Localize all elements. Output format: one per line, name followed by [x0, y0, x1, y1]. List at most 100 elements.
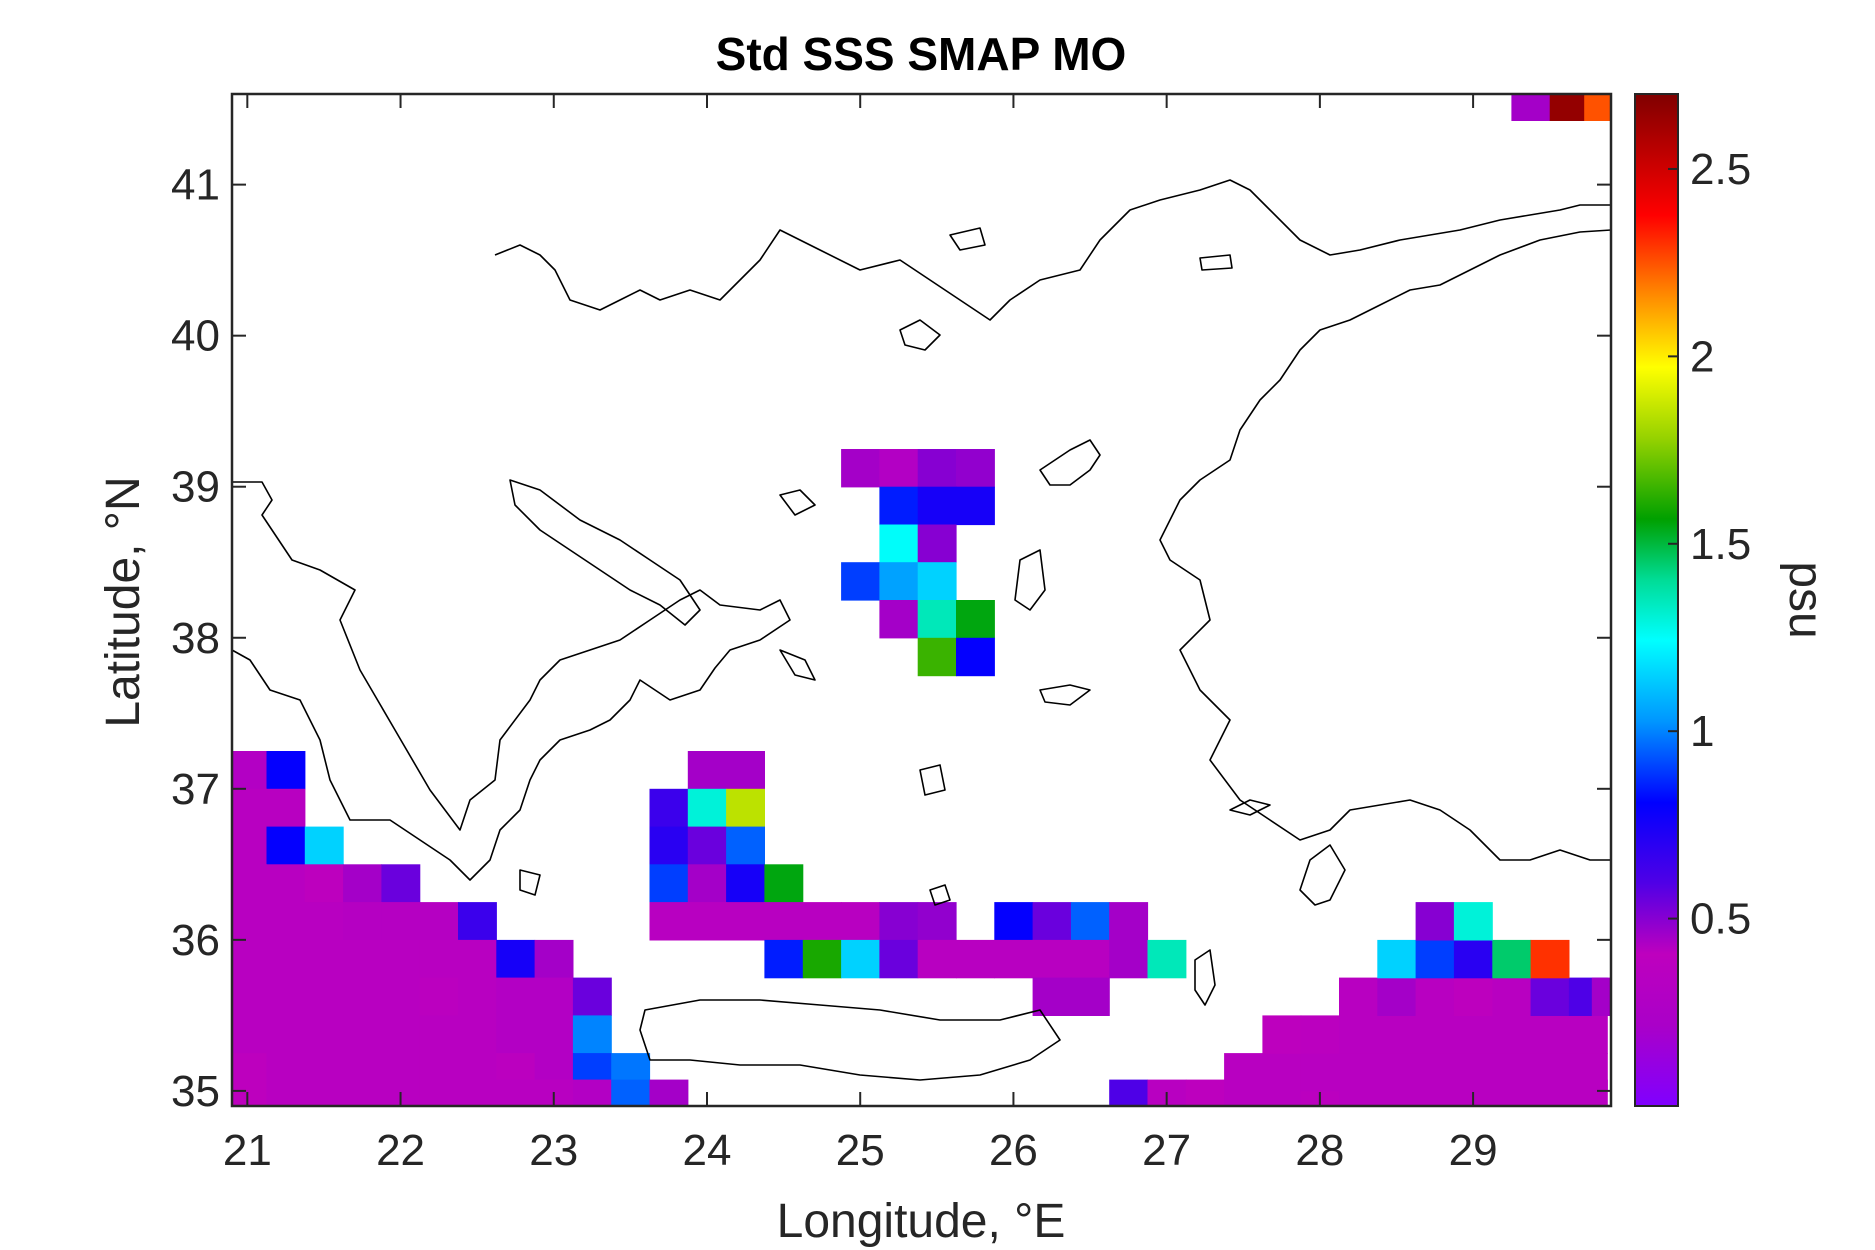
heatmap-cell: [649, 788, 689, 828]
heatmap-cell: [1453, 977, 1493, 1016]
heatmap-cell: [304, 864, 344, 903]
heatmap-cell: [1453, 939, 1493, 979]
heatmap-cell: [1415, 939, 1455, 979]
heatmap-cell: [232, 902, 268, 941]
heatmap-cell: [1377, 977, 1417, 1016]
heatmap-cell: [1415, 1015, 1455, 1054]
heatmap-cell: [649, 1079, 689, 1107]
x-tick-label: 29: [1449, 1126, 1498, 1175]
heatmap-cell: [764, 939, 804, 979]
heatmap-cell: [687, 826, 727, 865]
heatmap-cell: [1584, 94, 1612, 121]
heatmap-cell: [1109, 939, 1149, 979]
heatmap-cell: [1109, 1079, 1149, 1107]
colorbar: 0.5 1 1.5 2 2.5 psu: [1634, 93, 1832, 1107]
heatmap-cell: [1415, 902, 1455, 941]
x-tick-label: 23: [529, 1126, 578, 1175]
heatmap-cell: [1453, 1015, 1493, 1054]
heatmap-cell: [419, 939, 459, 979]
heatmap-cell: [956, 486, 995, 526]
heatmap-cell: [1339, 977, 1378, 1016]
heatmap-cell: [879, 939, 919, 979]
heatmap-cell: [1591, 977, 1612, 1016]
heatmap-cell: [687, 902, 727, 941]
heatmap-cell: [572, 1015, 612, 1054]
heatmap-cell: [764, 902, 804, 941]
heatmap-cell: [879, 449, 919, 488]
heatmap-cell: [496, 939, 536, 979]
heatmap-cell: [1415, 1053, 1455, 1092]
heatmap-cell: [1492, 939, 1532, 979]
coastline-rhodes: [1299, 844, 1346, 906]
heatmap-cell: [1300, 1015, 1340, 1054]
heatmap-cell: [1185, 1079, 1225, 1107]
coastline-thasos: [949, 227, 986, 251]
heatmap-cell: [956, 449, 995, 488]
heatmap-cell: [1109, 902, 1149, 941]
heatmap-cell: [266, 826, 306, 865]
heatmap-cell: [1262, 1015, 1302, 1054]
heatmap-cell: [764, 864, 804, 903]
coastline-karpathos: [1194, 949, 1216, 1006]
x-tick-label: 28: [1295, 1126, 1344, 1175]
coastline-andros: [779, 649, 816, 681]
heatmap-cell: [1377, 1015, 1417, 1054]
heatmap-cell: [1530, 977, 1570, 1016]
coastline-crete: [639, 999, 1061, 1081]
heatmap-cell: [419, 902, 459, 941]
heatmap-cell: [232, 826, 268, 865]
heatmap-cell: [496, 1015, 536, 1054]
heatmap-cell: [1070, 977, 1110, 1016]
heatmap-cell: [381, 1015, 421, 1054]
heatmap-cell: [381, 902, 421, 941]
heatmap-cell: [956, 637, 995, 677]
heatmap-cell: [458, 902, 497, 941]
heatmap-cell: [232, 939, 268, 979]
heatmap-cell: [1339, 1053, 1378, 1092]
heatmap-cell: [304, 939, 344, 979]
heatmap-cell: [496, 977, 536, 1016]
heatmap-cell: [266, 1079, 306, 1107]
plot-frame: [230, 92, 1613, 1108]
heatmap-cell: [1032, 939, 1072, 979]
heatmap-cell: [841, 939, 880, 979]
heatmap-cell: [917, 562, 957, 601]
heatmap-cell: [343, 1015, 382, 1054]
heatmap-cell: [879, 902, 919, 941]
heatmap-cell: [1492, 1015, 1532, 1054]
heatmap-cell: [917, 902, 957, 941]
heatmap-cell: [649, 864, 689, 903]
heatmap-cell: [534, 977, 574, 1016]
heatmap-cell: [879, 562, 919, 601]
heatmap-cells: [232, 94, 1612, 1107]
x-tick-label: 21: [223, 1126, 272, 1175]
heatmap-cell: [1530, 1053, 1570, 1092]
heatmap-cell: [917, 449, 957, 488]
heatmap-cell: [419, 1079, 459, 1107]
heatmap-cell: [266, 977, 306, 1016]
heatmap-cell: [802, 902, 842, 941]
heatmap-cell: [534, 1015, 574, 1054]
heatmap-cell: [266, 788, 306, 828]
heatmap-cell: [726, 751, 765, 790]
heatmap-cell: [266, 864, 306, 903]
y-tick-label: 37: [171, 765, 220, 814]
y-ticks: 35 36 37 38 39 40 41: [171, 161, 1611, 1116]
heatmap-cell: [232, 977, 268, 1016]
heatmap-cell: [956, 600, 995, 639]
heatmap-cell: [381, 939, 421, 979]
x-tick-label: 27: [1142, 1126, 1191, 1175]
colorbar-tick-label: 2.5: [1690, 145, 1751, 194]
coastline-evia: [509, 479, 701, 626]
heatmap-cell: [917, 939, 957, 979]
coastline: [231, 179, 1612, 1081]
coastline-santorini: [929, 884, 951, 906]
heatmap-cell: [232, 1015, 268, 1054]
heatmap-cell: [917, 486, 957, 526]
heatmap-cell: [1032, 902, 1072, 941]
heatmap-cell: [1070, 939, 1110, 979]
coastline-turkey: [1159, 229, 1612, 861]
heatmap-cell: [841, 562, 880, 601]
heatmap-cell: [1453, 1053, 1493, 1092]
heatmap-cell: [572, 1079, 612, 1107]
